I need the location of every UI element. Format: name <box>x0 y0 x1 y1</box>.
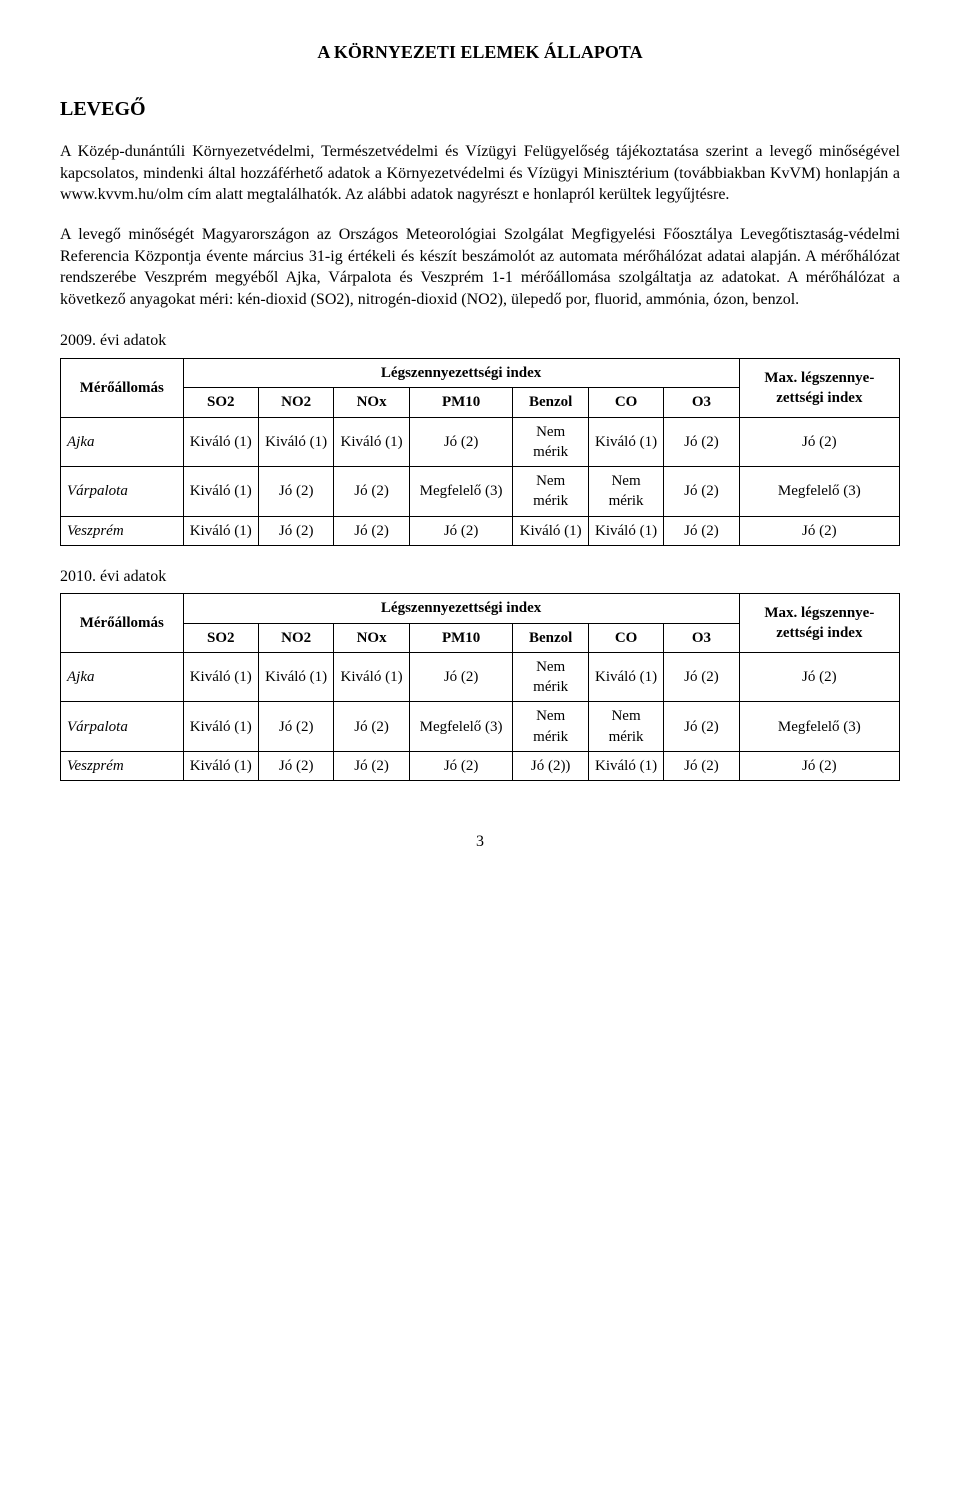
th-index-title: Légszennyezettségi index <box>183 594 739 623</box>
th-pm10: PM10 <box>409 388 513 417</box>
th-benzol: Benzol <box>513 623 588 652</box>
cell: Jó (2) <box>739 417 899 467</box>
cell: Nem mérik <box>513 702 588 752</box>
th-so2: SO2 <box>183 623 258 652</box>
cell: Kiváló (1) <box>334 652 409 702</box>
cell-station: Ajka <box>61 652 184 702</box>
table-2010: Mérőállomás Légszennyezettségi index Max… <box>60 593 900 781</box>
cell: Jó (2) <box>664 652 739 702</box>
cell: Jó (2) <box>664 467 739 517</box>
th-no2: NO2 <box>258 388 333 417</box>
cell: Nem mérik <box>513 467 588 517</box>
cell: Kiváló (1) <box>183 516 258 545</box>
cell-station: Ajka <box>61 417 184 467</box>
cell: Nem mérik <box>513 417 588 467</box>
cell: Kiváló (1) <box>588 751 663 780</box>
cell: Kiváló (1) <box>588 652 663 702</box>
th-o3: O3 <box>664 623 739 652</box>
table-2009-caption: 2009. évi adatok <box>60 330 900 352</box>
cell: Jó (2) <box>334 516 409 545</box>
cell: Jó (2) <box>664 417 739 467</box>
table-row: Veszprém Kiváló (1) Jó (2) Jó (2) Jó (2)… <box>61 516 900 545</box>
cell: Kiváló (1) <box>183 751 258 780</box>
cell: Nem mérik <box>588 467 663 517</box>
cell: Jó (2) <box>664 751 739 780</box>
cell: Jó (2) <box>258 751 333 780</box>
cell: Jó (2) <box>409 516 513 545</box>
cell: Jó (2) <box>334 467 409 517</box>
cell: Jó (2) <box>334 751 409 780</box>
paragraph-1: A Közép-dunántúli Környezetvédelmi, Term… <box>60 141 900 206</box>
cell: Jó (2) <box>739 516 899 545</box>
th-pm10: PM10 <box>409 623 513 652</box>
cell: Jó (2) <box>409 751 513 780</box>
th-co: CO <box>588 388 663 417</box>
table-row: Ajka Kiváló (1) Kiváló (1) Kiváló (1) Jó… <box>61 652 900 702</box>
page-title: A KÖRNYEZETI ELEMEK ÁLLAPOTA <box>60 40 900 64</box>
table-2009: Mérőállomás Légszennyezettségi index Max… <box>60 358 900 546</box>
cell: Kiváló (1) <box>183 652 258 702</box>
th-benzol: Benzol <box>513 388 588 417</box>
cell: Jó (2) <box>409 652 513 702</box>
cell: Jó (2) <box>664 702 739 752</box>
cell: Jó (2)) <box>513 751 588 780</box>
cell: Megfelelő (3) <box>739 702 899 752</box>
table-2010-caption: 2010. évi adatok <box>60 566 900 588</box>
cell: Kiváló (1) <box>183 467 258 517</box>
paragraph-2: A levegő minőségét Magyarországon az Ors… <box>60 224 900 310</box>
th-so2: SO2 <box>183 388 258 417</box>
section-heading: LEVEGŐ <box>60 96 900 123</box>
th-station: Mérőállomás <box>61 594 184 653</box>
table-row: Várpalota Kiváló (1) Jó (2) Jó (2) Megfe… <box>61 467 900 517</box>
th-co: CO <box>588 623 663 652</box>
cell: Kiváló (1) <box>334 417 409 467</box>
th-station: Mérőállomás <box>61 359 184 418</box>
page-number: 3 <box>60 831 900 853</box>
cell: Kiváló (1) <box>183 417 258 467</box>
th-no2: NO2 <box>258 623 333 652</box>
cell-station: Várpalota <box>61 467 184 517</box>
cell-station: Várpalota <box>61 702 184 752</box>
cell: Nem mérik <box>588 702 663 752</box>
cell: Kiváló (1) <box>258 652 333 702</box>
cell: Jó (2) <box>258 702 333 752</box>
cell: Jó (2) <box>258 516 333 545</box>
th-max: Max. légszennye-zettségi index <box>739 594 899 653</box>
th-nox: NOx <box>334 623 409 652</box>
cell: Jó (2) <box>258 467 333 517</box>
cell: Jó (2) <box>739 652 899 702</box>
cell: Jó (2) <box>664 516 739 545</box>
th-index-title: Légszennyezettségi index <box>183 359 739 388</box>
cell: Jó (2) <box>739 751 899 780</box>
cell-station: Veszprém <box>61 516 184 545</box>
cell: Kiváló (1) <box>183 702 258 752</box>
table-row: Várpalota Kiváló (1) Jó (2) Jó (2) Megfe… <box>61 702 900 752</box>
cell: Kiváló (1) <box>258 417 333 467</box>
cell: Nem mérik <box>513 652 588 702</box>
th-max: Max. légszennye-zettségi index <box>739 359 899 418</box>
th-o3: O3 <box>664 388 739 417</box>
th-nox: NOx <box>334 388 409 417</box>
cell-station: Veszprém <box>61 751 184 780</box>
table-row: Veszprém Kiváló (1) Jó (2) Jó (2) Jó (2)… <box>61 751 900 780</box>
cell: Kiváló (1) <box>513 516 588 545</box>
cell: Megfelelő (3) <box>409 702 513 752</box>
cell: Megfelelő (3) <box>739 467 899 517</box>
cell: Megfelelő (3) <box>409 467 513 517</box>
cell: Kiváló (1) <box>588 516 663 545</box>
cell: Kiváló (1) <box>588 417 663 467</box>
cell: Jó (2) <box>409 417 513 467</box>
table-row: Ajka Kiváló (1) Kiváló (1) Kiváló (1) Jó… <box>61 417 900 467</box>
cell: Jó (2) <box>334 702 409 752</box>
